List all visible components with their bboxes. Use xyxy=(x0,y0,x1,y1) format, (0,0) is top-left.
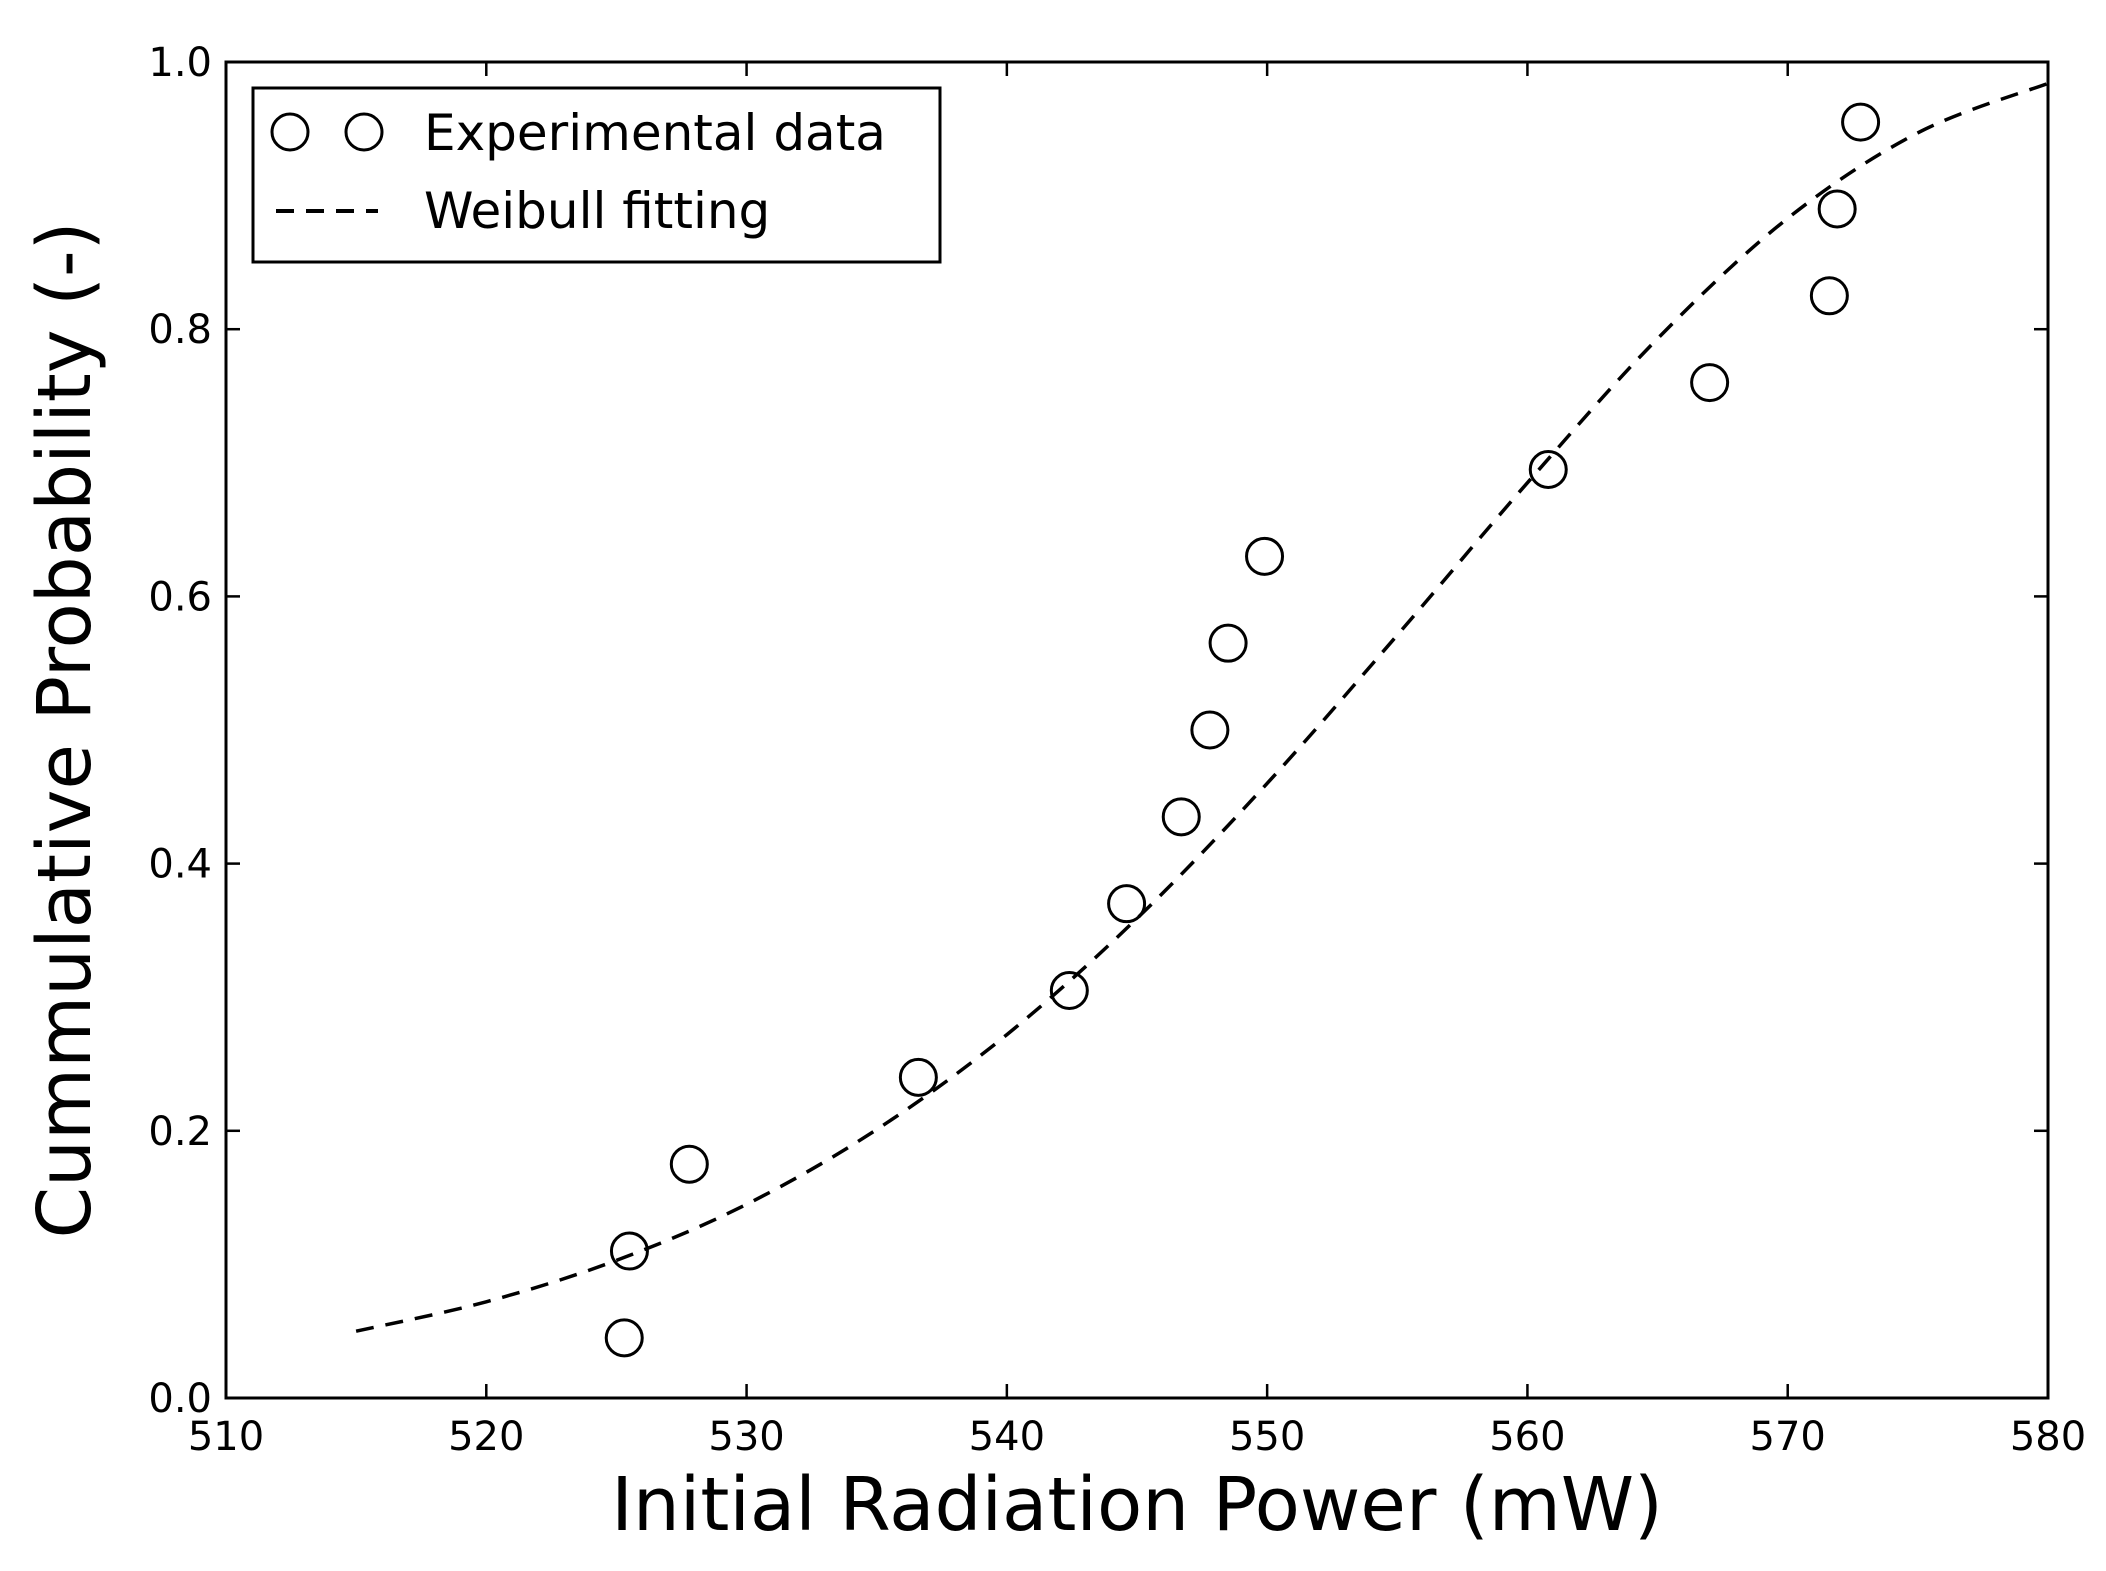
data-point xyxy=(1528,449,1568,489)
data-point xyxy=(669,1144,709,1184)
weibull-fitting-curve xyxy=(355,81,2048,1333)
y-tick-label: 1.0 xyxy=(148,40,212,86)
axis-ticks xyxy=(224,60,2050,1400)
data-point xyxy=(1841,102,1881,142)
legend-marker-circle-2 xyxy=(344,112,384,152)
x-tick-label: 540 xyxy=(969,1414,1045,1460)
data-point xyxy=(1245,536,1285,576)
data-point xyxy=(609,1231,649,1271)
x-tick-label: 510 xyxy=(188,1414,264,1460)
data-point xyxy=(604,1318,644,1358)
y-tick-label: 0.4 xyxy=(148,842,212,888)
y-tick-label: 0.8 xyxy=(148,307,212,353)
experimental-data-points xyxy=(604,102,1881,1358)
data-point xyxy=(898,1057,938,1097)
y-tick-label: 0.2 xyxy=(148,1109,212,1155)
legend: Experimental data Weibull fitting xyxy=(251,86,942,264)
data-point xyxy=(1161,797,1201,837)
data-point xyxy=(1809,276,1849,316)
x-tick-label: 560 xyxy=(1489,1414,1565,1460)
data-point xyxy=(1190,710,1230,750)
data-point xyxy=(1107,884,1147,924)
y-axis-label: Cummulative Probability (-) xyxy=(22,221,108,1238)
y-tick-label: 0.0 xyxy=(148,1376,212,1422)
x-axis-label: Initial Radiation Power (mW) xyxy=(611,1462,1663,1548)
legend-label-experimental: Experimental data xyxy=(424,104,886,162)
data-point xyxy=(1690,363,1730,403)
legend-label-weibull: Weibull fitting xyxy=(424,182,770,240)
x-tick-label: 550 xyxy=(1229,1414,1305,1460)
x-tick-label: 580 xyxy=(2010,1414,2086,1460)
legend-marker-circle-1 xyxy=(270,112,310,152)
data-point xyxy=(1817,189,1857,229)
x-tick-label: 520 xyxy=(448,1414,524,1460)
plot-area-frame xyxy=(224,60,2050,1400)
y-tick-label: 0.6 xyxy=(148,574,212,620)
x-tick-label: 570 xyxy=(1750,1414,1826,1460)
data-point xyxy=(1049,971,1089,1011)
legend-box xyxy=(251,86,942,264)
x-tick-label: 530 xyxy=(708,1414,784,1460)
data-point xyxy=(1208,623,1248,663)
axis-tick-labels: 510 520 530 540 550 560 570 580 0.0 0.2 0.4 0.6 0.8 1… xyxy=(148,40,2086,1460)
